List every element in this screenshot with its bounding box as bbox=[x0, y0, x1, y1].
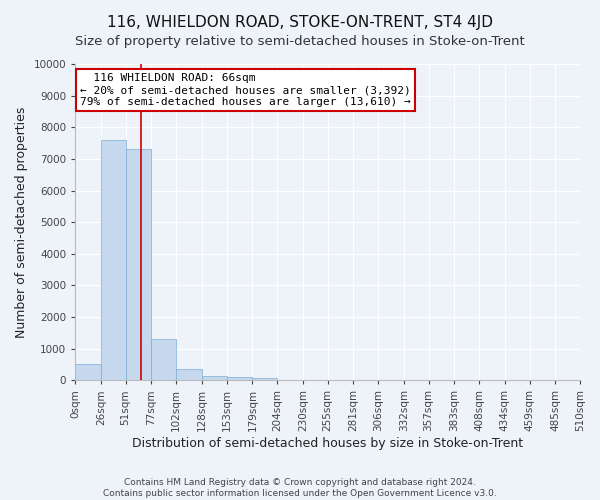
Bar bbox=[75, 364, 101, 380]
Y-axis label: Number of semi-detached properties: Number of semi-detached properties bbox=[15, 106, 28, 338]
Bar bbox=[101, 140, 125, 380]
Bar bbox=[125, 150, 151, 380]
Bar bbox=[202, 376, 227, 380]
Bar bbox=[176, 369, 202, 380]
Bar bbox=[253, 378, 277, 380]
Bar bbox=[227, 377, 253, 380]
X-axis label: Distribution of semi-detached houses by size in Stoke-on-Trent: Distribution of semi-detached houses by … bbox=[132, 437, 523, 450]
Text: 116, WHIELDON ROAD, STOKE-ON-TRENT, ST4 4JD: 116, WHIELDON ROAD, STOKE-ON-TRENT, ST4 … bbox=[107, 15, 493, 30]
Text: Contains HM Land Registry data © Crown copyright and database right 2024.
Contai: Contains HM Land Registry data © Crown c… bbox=[103, 478, 497, 498]
Text: Size of property relative to semi-detached houses in Stoke-on-Trent: Size of property relative to semi-detach… bbox=[75, 35, 525, 48]
Bar bbox=[151, 339, 176, 380]
Text: 116 WHIELDON ROAD: 66sqm  
← 20% of semi-detached houses are smaller (3,392)
79%: 116 WHIELDON ROAD: 66sqm ← 20% of semi-d… bbox=[80, 74, 411, 106]
